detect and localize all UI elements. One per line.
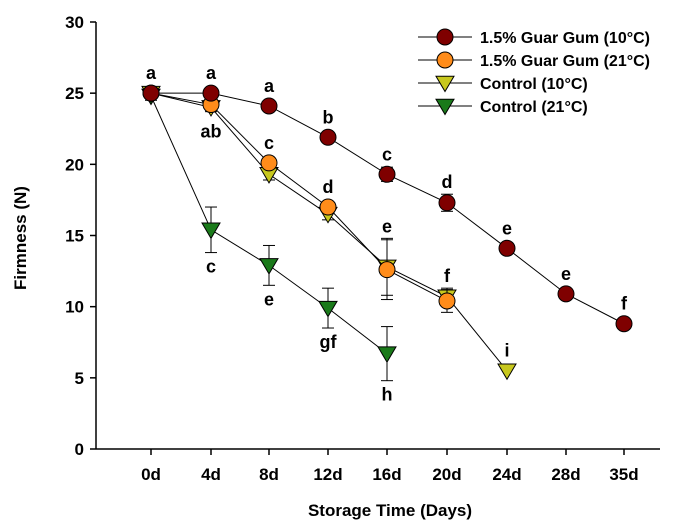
data-point bbox=[319, 128, 337, 146]
y-tick-label: 25 bbox=[65, 84, 84, 103]
data-point bbox=[378, 165, 396, 183]
y-tick-label: 0 bbox=[75, 440, 84, 459]
y-tick-label: 5 bbox=[75, 369, 84, 388]
significance-letter: i bbox=[504, 341, 509, 361]
significance-letter: a bbox=[146, 63, 157, 83]
x-tick-label: 35d bbox=[609, 465, 638, 484]
x-tick-label: 8d bbox=[259, 465, 279, 484]
legend-entry: 1.5% Guar Gum (21°C) bbox=[418, 51, 650, 70]
series-line bbox=[150, 92, 448, 302]
x-axis-title: Storage Time (Days) bbox=[308, 501, 472, 520]
significance-letter: c bbox=[382, 144, 392, 164]
data-point bbox=[498, 239, 516, 257]
axes: 0 5 10 15 20 25 30 0d 4d 8d 12d 16d 20d 24d 28d 35d bbox=[65, 13, 660, 484]
significance-letter: e bbox=[561, 264, 571, 284]
y-axis-title: Firmness (N) bbox=[11, 186, 30, 290]
significance-letter: f bbox=[444, 266, 451, 286]
data-point bbox=[318, 300, 338, 318]
significance-letter: a bbox=[264, 76, 275, 96]
x-tick-label: 4d bbox=[201, 465, 221, 484]
data-point bbox=[259, 258, 279, 275]
significance-letter: gf bbox=[320, 332, 338, 352]
legend-marker bbox=[435, 75, 455, 93]
significance-letter: d bbox=[323, 177, 334, 197]
data-point bbox=[438, 292, 456, 310]
significance-letter: h bbox=[382, 385, 393, 405]
y-tick-label: 15 bbox=[65, 227, 84, 246]
legend-entry: 1.5% Guar Gum (10°C) bbox=[418, 28, 650, 47]
y-tick-label: 20 bbox=[65, 155, 84, 174]
legend-entry: Control (10°C) bbox=[418, 75, 588, 93]
data-point bbox=[201, 222, 221, 240]
legend-marker bbox=[435, 98, 455, 116]
y-tick-label: 30 bbox=[65, 13, 84, 32]
x-tick-label: 24d bbox=[492, 465, 521, 484]
data-point bbox=[202, 84, 220, 102]
data-point bbox=[319, 198, 337, 216]
legend-entry: Control (21°C) bbox=[418, 98, 588, 116]
significance-letter: b bbox=[323, 107, 334, 127]
x-tick-label: 0d bbox=[141, 465, 161, 484]
significance-letter: a bbox=[206, 63, 217, 83]
significance-letter: f bbox=[621, 294, 628, 314]
significance-letter: e bbox=[382, 216, 392, 236]
data-point bbox=[615, 315, 633, 333]
legend-label: 1.5% Guar Gum (21°C) bbox=[480, 53, 650, 70]
significance-letter: d bbox=[442, 172, 453, 192]
x-tick-label: 12d bbox=[313, 465, 342, 484]
legend-label: 1.5% Guar Gum (10°C) bbox=[480, 30, 650, 47]
series-0 bbox=[142, 84, 633, 333]
y-tick-label: 10 bbox=[65, 298, 84, 317]
x-tick-label: 20d bbox=[432, 465, 461, 484]
legend-label: Control (21°C) bbox=[480, 99, 588, 116]
data-point bbox=[497, 363, 517, 381]
significance-letter: e bbox=[264, 289, 274, 309]
data-point bbox=[260, 97, 278, 115]
significance-letter: e bbox=[502, 218, 512, 238]
data-point bbox=[378, 261, 396, 279]
significance-letter: ab bbox=[200, 121, 221, 141]
significance-letter: c bbox=[264, 133, 274, 153]
legend: 1.5% Guar Gum (10°C) 1.5% Guar Gum (21°C)… bbox=[418, 28, 650, 116]
series-layer bbox=[141, 84, 633, 382]
data-point bbox=[377, 346, 397, 364]
legend-marker bbox=[436, 51, 454, 69]
series-1 bbox=[142, 84, 456, 313]
data-point bbox=[260, 154, 278, 172]
x-tick-label: 16d bbox=[372, 465, 401, 484]
data-point bbox=[557, 285, 575, 303]
legend-label: Control (10°C) bbox=[480, 76, 588, 93]
data-point bbox=[438, 194, 456, 212]
legend-marker bbox=[436, 28, 454, 46]
significance-letter: c bbox=[206, 257, 216, 277]
x-tick-label: 28d bbox=[551, 465, 580, 484]
data-point bbox=[142, 84, 160, 102]
